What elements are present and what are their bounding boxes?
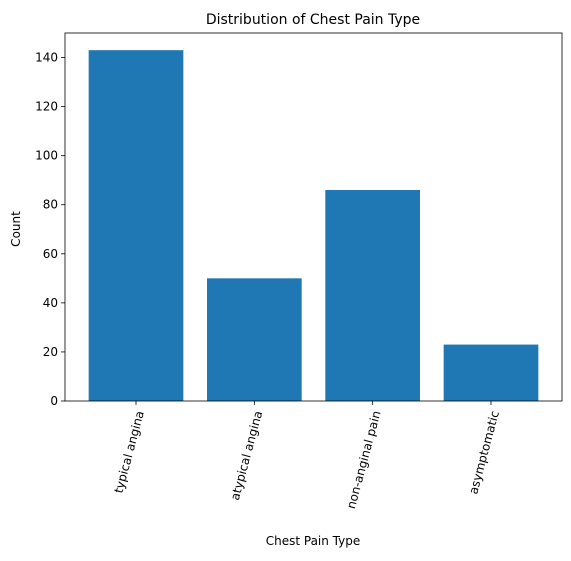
y-tick-label: 20 bbox=[43, 345, 58, 359]
bar-non-anginal-pain bbox=[325, 190, 420, 401]
plot-area bbox=[88, 50, 539, 402]
y-tick-label: 120 bbox=[35, 100, 58, 114]
bar-atypical-angina bbox=[207, 278, 302, 401]
y-tick-label: 0 bbox=[50, 394, 58, 408]
x-tick-label: non-anginal pain bbox=[344, 409, 384, 510]
y-axis: 0 20 40 60 80 100 120 140 bbox=[35, 51, 65, 408]
y-tick-label: 100 bbox=[35, 149, 58, 163]
x-tick-label: atypical angina bbox=[228, 409, 265, 502]
plot-frame bbox=[64, 32, 563, 402]
x-axis: typical angina atypical angina non-anginal… bbox=[112, 401, 502, 510]
y-axis-label: Count bbox=[9, 211, 23, 247]
x-tick-label: asymptomatic bbox=[466, 409, 502, 495]
y-tick-label: 80 bbox=[43, 198, 58, 212]
x-axis-label: Chest Pain Type bbox=[266, 534, 361, 548]
bar-asymptomatic bbox=[443, 344, 539, 401]
y-tick-label: 60 bbox=[43, 247, 58, 261]
x-tick-label: typical angina bbox=[112, 409, 147, 494]
chart-title: Distribution of Chest Pain Type bbox=[206, 12, 420, 28]
y-tick-label: 40 bbox=[43, 296, 58, 310]
y-tick-label: 140 bbox=[35, 51, 58, 65]
bar-typical-angina bbox=[88, 50, 184, 402]
